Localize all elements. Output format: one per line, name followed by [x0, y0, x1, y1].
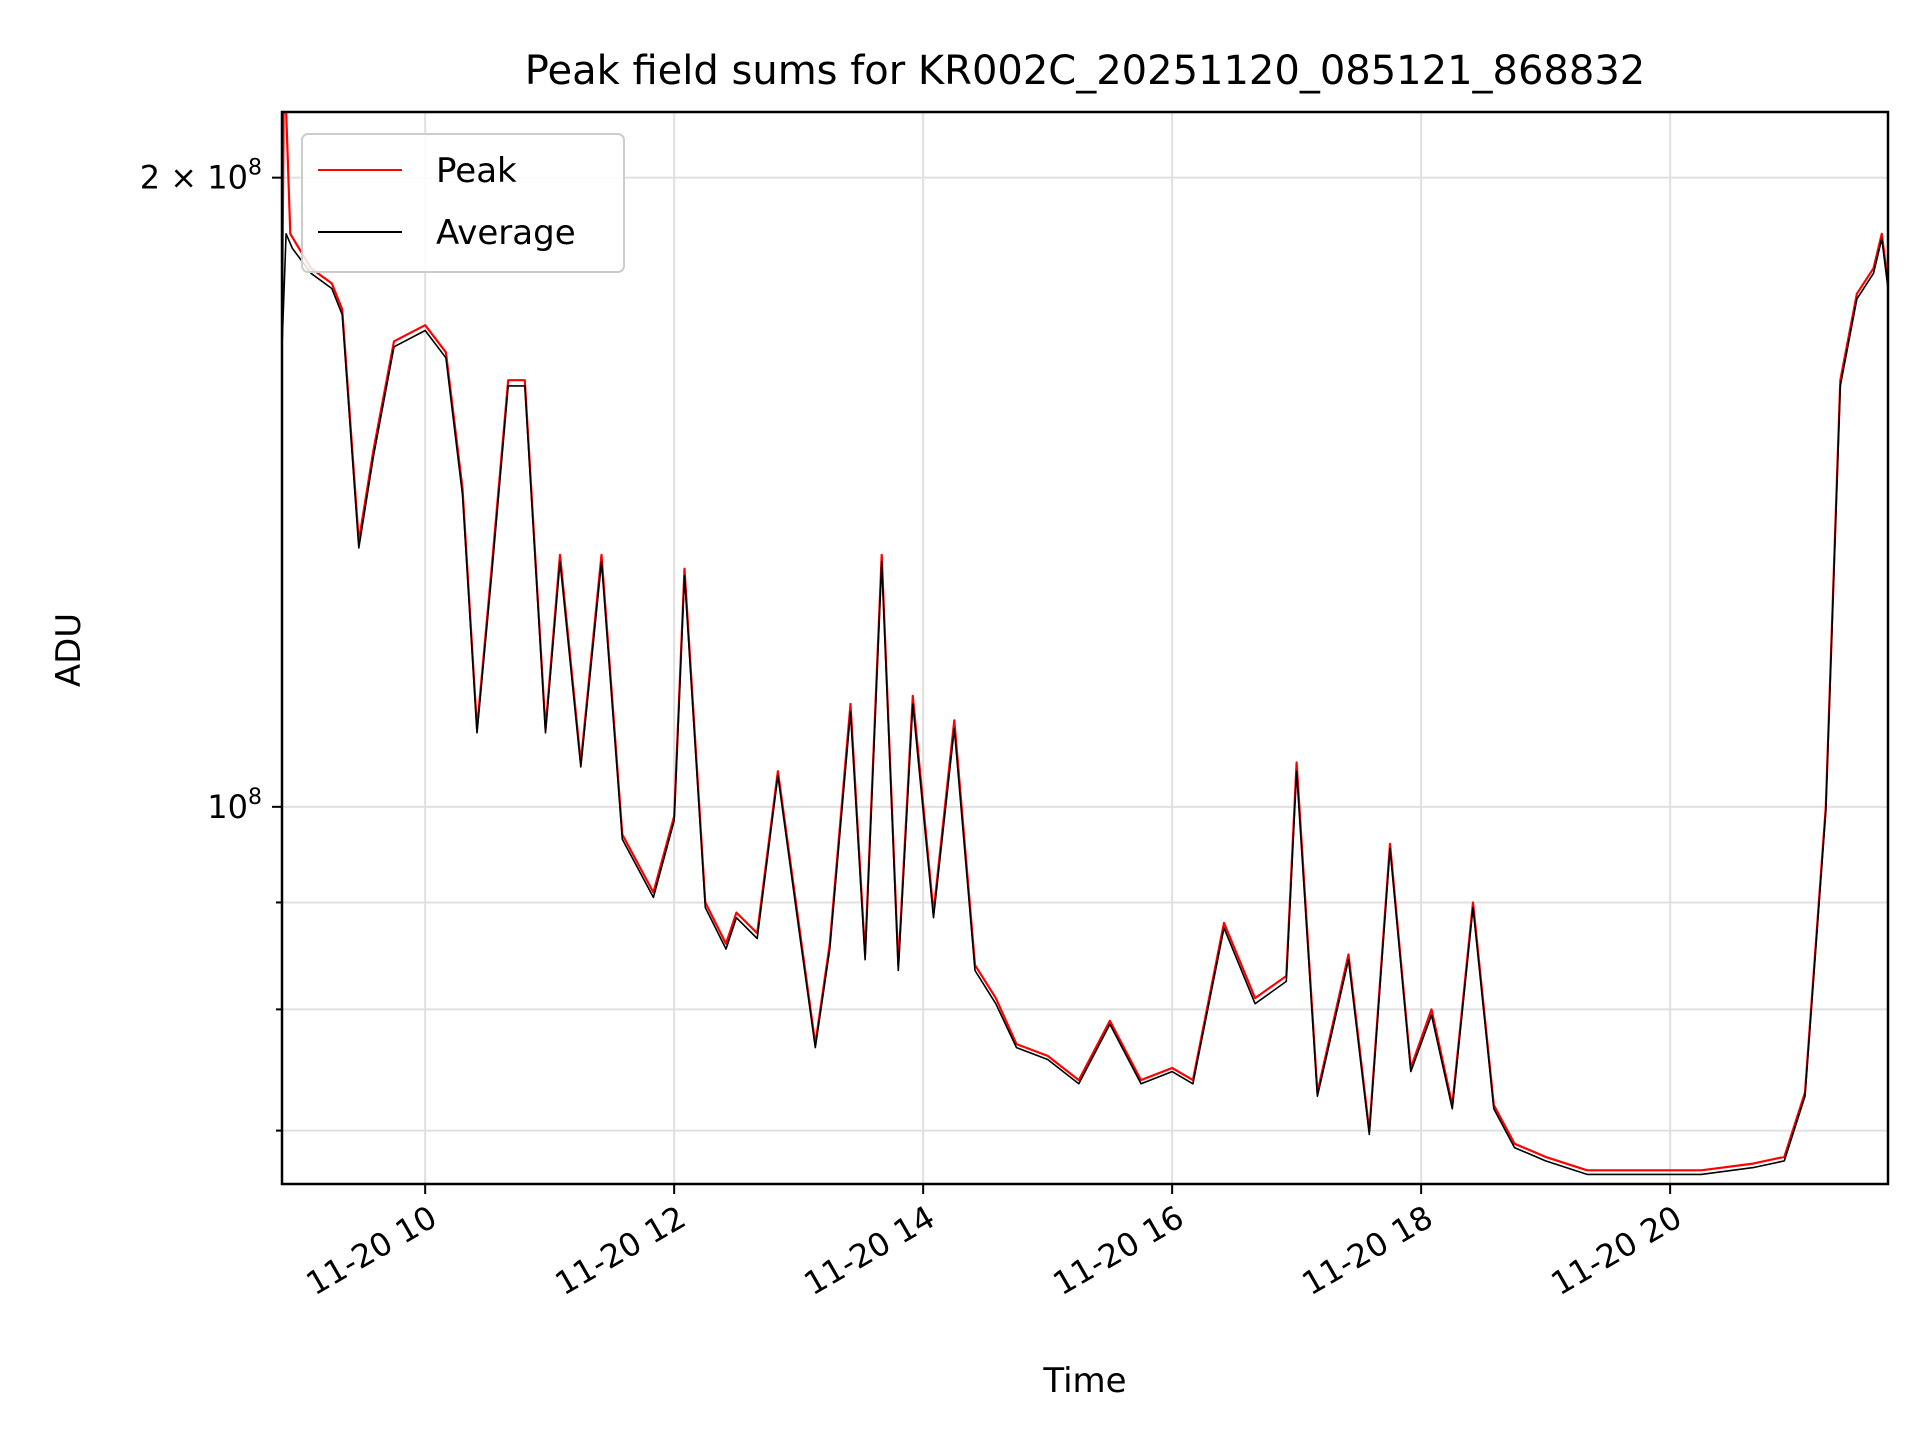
- legend: Peak Average: [301, 133, 625, 273]
- y-tick-exponent: 8: [248, 785, 262, 810]
- y-tick-exponent: 8: [248, 156, 262, 181]
- legend-label-peak: Peak: [436, 151, 517, 191]
- series-line-average: [282, 233, 1888, 1176]
- x-axis-label: Time: [1042, 1361, 1126, 1401]
- plot-area: [282, 112, 1888, 1176]
- y-tick-mantissa: 2: [140, 159, 160, 197]
- y-tick-label: 108: [207, 785, 262, 826]
- y-tick-base: 10: [207, 159, 248, 197]
- y-axis-label: ADU: [49, 613, 89, 687]
- chart-title: Peak field sums for KR002C_20251120_0851…: [525, 48, 1645, 94]
- y-tick-base: 10: [207, 788, 248, 826]
- legend-label-average: Average: [436, 213, 576, 253]
- axes-frame: [280, 110, 1890, 1186]
- y-tick-label: 2 × 108: [140, 156, 262, 197]
- y-tick-times: ×: [160, 159, 207, 197]
- legend-box: [301, 133, 625, 273]
